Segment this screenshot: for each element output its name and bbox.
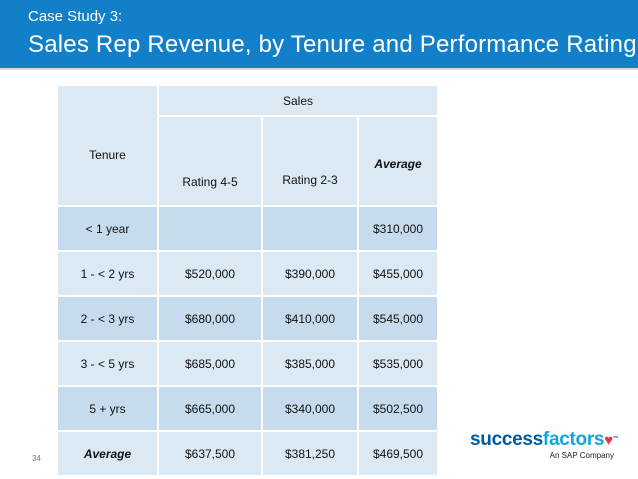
table-row-average: Average $637,500 $381,250 $469,500	[58, 431, 439, 477]
logo-success-text: success	[470, 429, 543, 450]
table-subheader-row: Rating 4-5 Rating 2-3 Average	[58, 116, 439, 207]
table-row: 2 - < 3 yrs $680,000 $410,000 $545,000	[58, 296, 439, 342]
average-cell: $455,000	[358, 251, 439, 297]
rating-23-cell: $410,000	[262, 296, 359, 342]
trademark-icon: ™	[612, 436, 619, 442]
sales-group-header: Sales	[158, 86, 439, 117]
table-row: 5 + yrs $665,000 $340,000 $502,500	[58, 386, 439, 432]
average-header: Average	[358, 116, 439, 207]
rating-23-cell: $385,000	[262, 341, 359, 387]
tenure-cell: 3 - < 5 yrs	[58, 341, 159, 387]
heart-icon: ♥	[604, 432, 613, 449]
logo-tagline: An SAP Company	[549, 451, 614, 460]
average-cell: $310,000	[358, 206, 439, 252]
tenure-header-label: Tenure	[89, 148, 126, 162]
tenure-cell: 1 - < 2 yrs	[58, 251, 159, 297]
rating-45-cell: $680,000	[158, 296, 263, 342]
slide-title: Sales Rep Revenue, by Tenure and Perform…	[28, 31, 637, 58]
rating-23-cell: $390,000	[262, 251, 359, 297]
tenure-cell: < 1 year	[58, 206, 159, 252]
rating-23-cell: $381,250	[262, 431, 359, 477]
rating-45-header: Rating 4-5	[158, 116, 263, 207]
rating-23-header: Rating 2-3	[262, 116, 359, 207]
logo-wordmark: successfactors♥™	[470, 430, 620, 450]
tenure-cell: 2 - < 3 yrs	[58, 296, 159, 342]
average-cell: $535,000	[358, 341, 439, 387]
rating-45-cell: $637,500	[158, 431, 263, 477]
rating-23-cell	[262, 206, 359, 252]
logo-factors-text: factors	[542, 429, 605, 450]
table-row: 1 - < 2 yrs $520,000 $390,000 $455,000	[58, 251, 439, 297]
slide-header: Case Study 3: Sales Rep Revenue, by Tenu…	[0, 0, 638, 70]
revenue-table: Tenure Sales Rating 4-5 Rating 2-3 Avera…	[58, 86, 439, 477]
slide-kicker: Case Study 3:	[28, 8, 123, 25]
tenure-cell: 5 + yrs	[58, 386, 159, 432]
rating-23-cell: $340,000	[262, 386, 359, 432]
successfactors-logo: successfactors♥™ An SAP Company	[470, 430, 620, 464]
table-row: < 1 year $310,000	[58, 206, 439, 252]
average-cell: $502,500	[358, 386, 439, 432]
page-number: 34	[32, 454, 41, 463]
rating-45-cell: $685,000	[158, 341, 263, 387]
rating-45-cell: $665,000	[158, 386, 263, 432]
rating-45-cell: $520,000	[158, 251, 263, 297]
tenure-header: Tenure	[58, 86, 159, 207]
rating-45-cell	[158, 206, 263, 252]
tenure-cell: Average	[58, 431, 159, 477]
table-row: 3 - < 5 yrs $685,000 $385,000 $535,000	[58, 341, 439, 387]
average-cell: $545,000	[358, 296, 439, 342]
average-cell: $469,500	[358, 431, 439, 477]
table-header-row: Tenure Sales	[58, 86, 439, 207]
